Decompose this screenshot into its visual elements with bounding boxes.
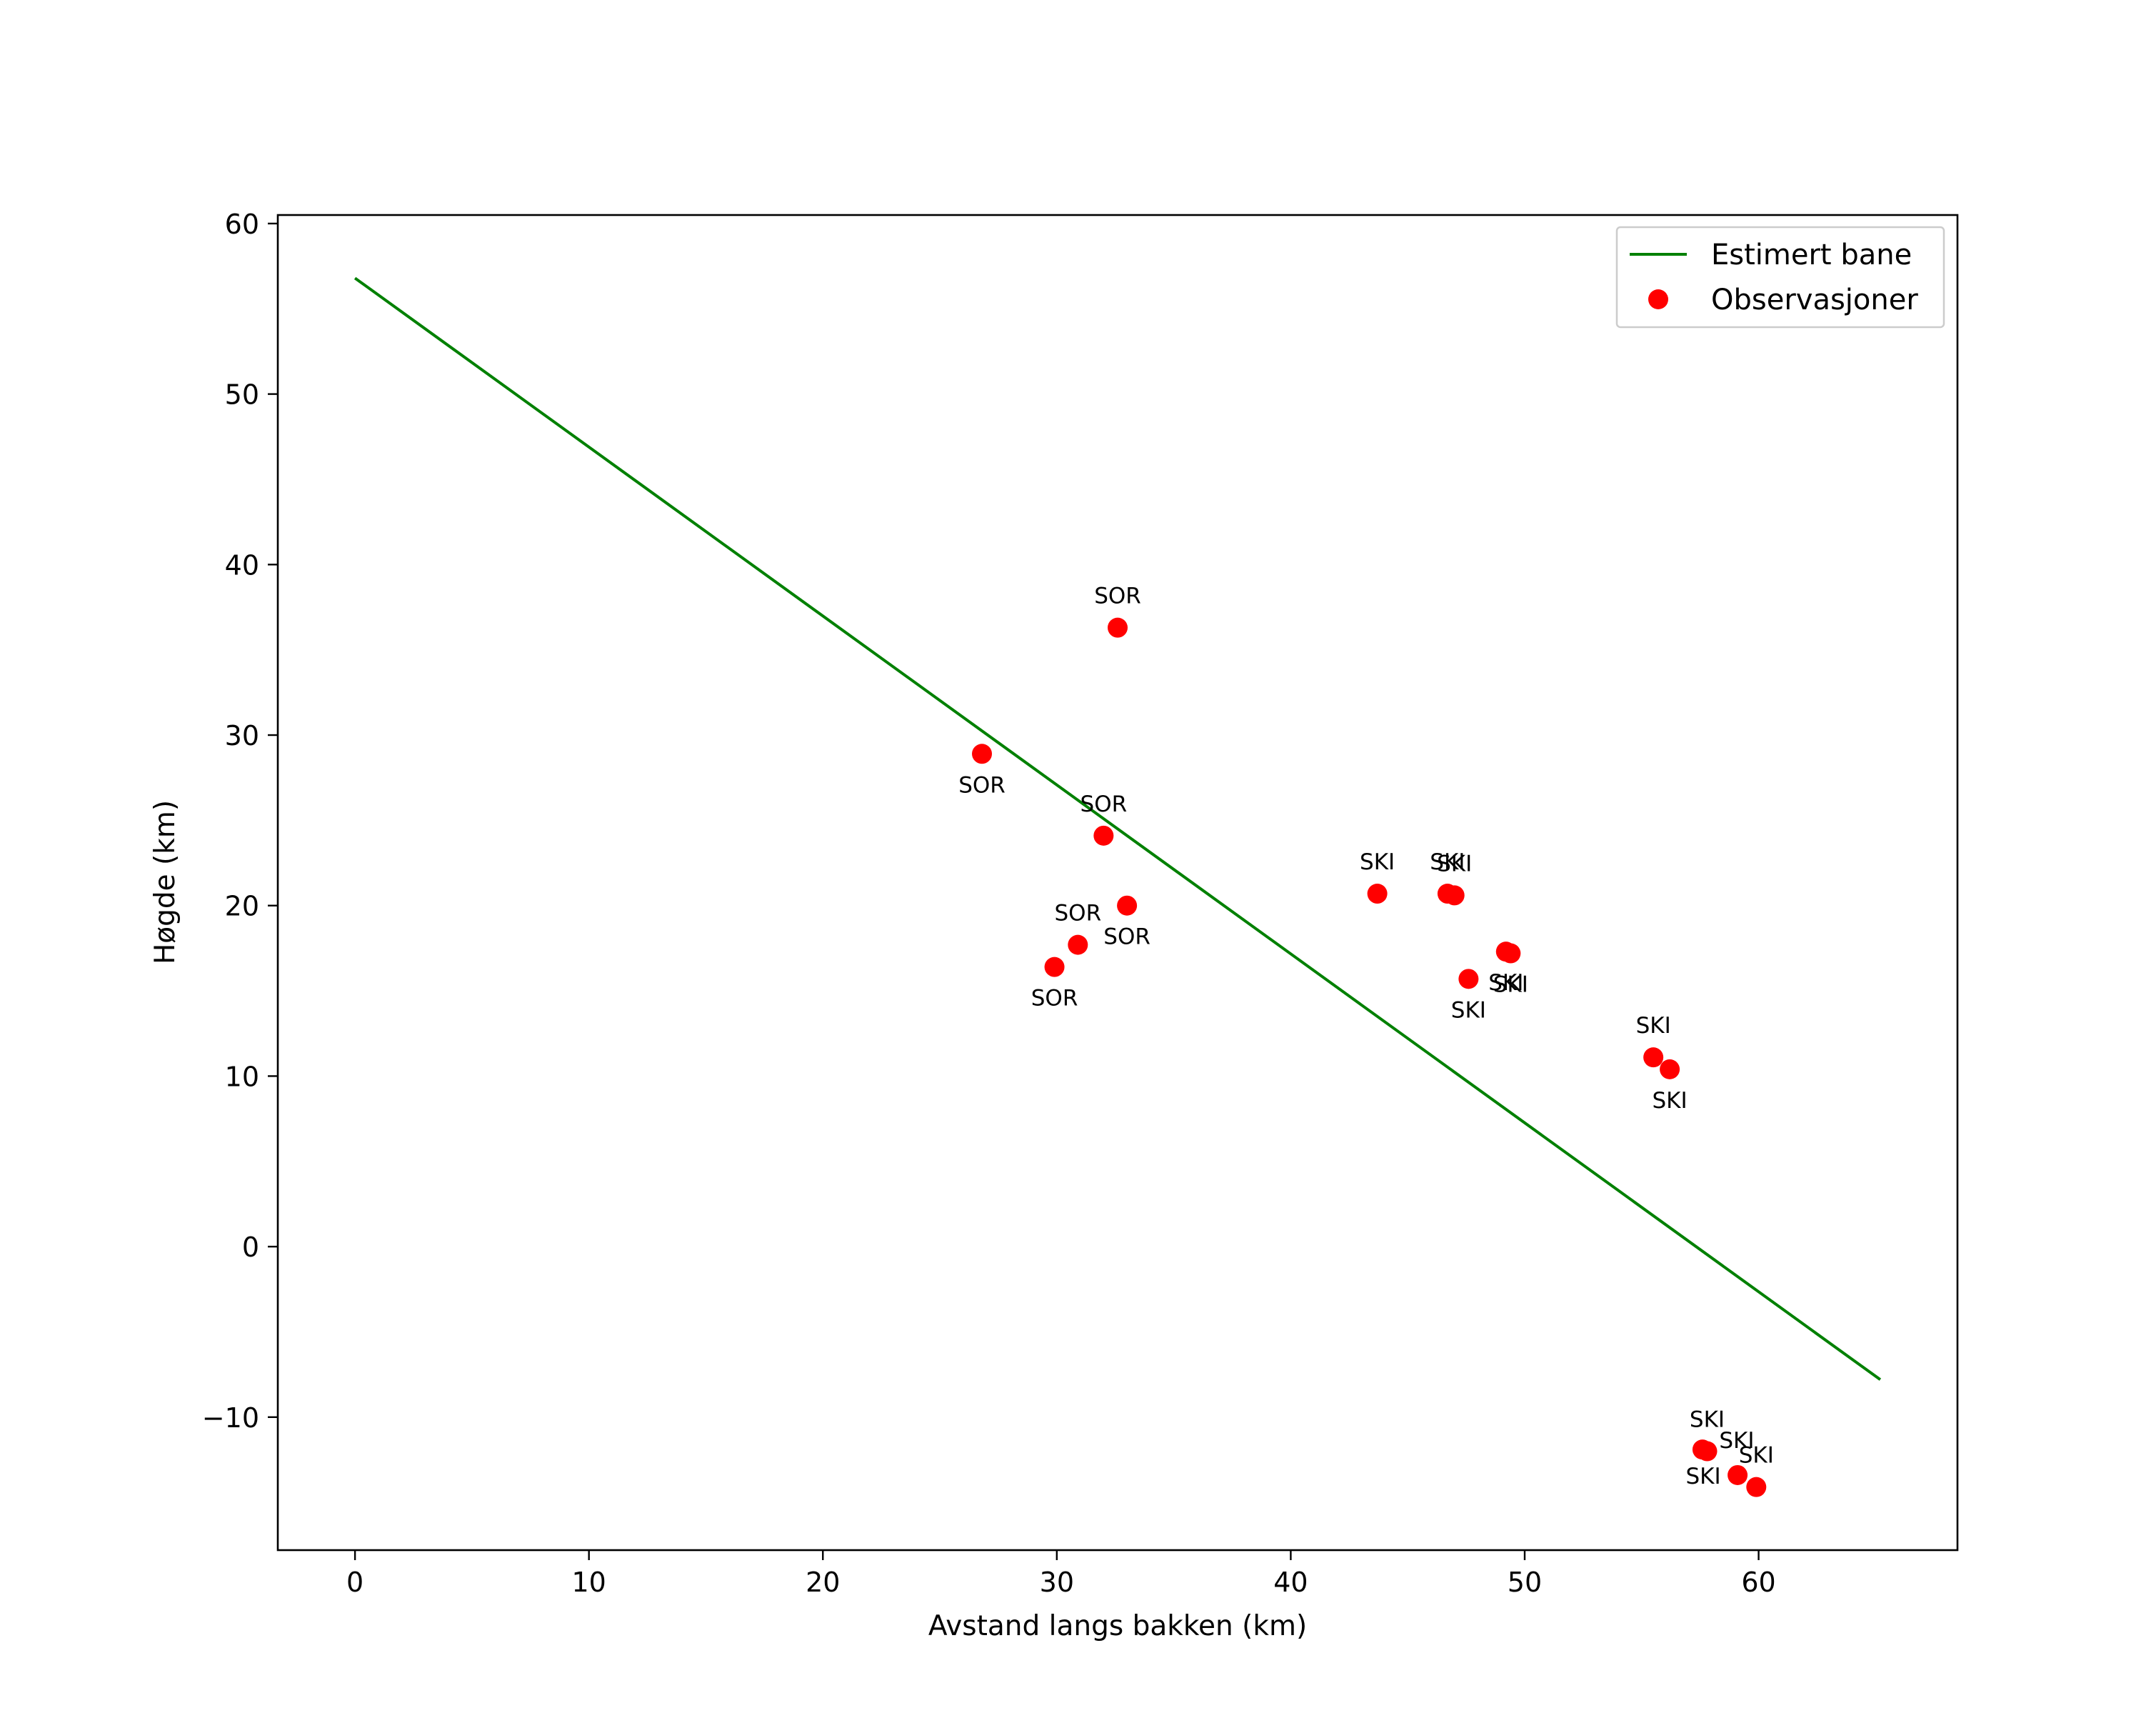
data-point-label: SOR: [1080, 791, 1128, 817]
data-point: [1728, 1464, 1748, 1485]
x-tick-label: 10: [571, 1567, 606, 1598]
plot-frame: [276, 214, 1959, 1552]
line-estimert-bane: [354, 276, 1882, 1381]
data-point: [1697, 1441, 1718, 1462]
data-point-label: SOR: [1094, 584, 1141, 609]
data-point: [1068, 934, 1088, 955]
y-tick-label: 10: [225, 1061, 259, 1092]
data-point-label: SKI: [1690, 1407, 1725, 1433]
data-point-label: SKI: [1636, 1013, 1671, 1039]
data-point: [1093, 825, 1114, 846]
legend-box: [1615, 226, 1945, 329]
data-point: [1367, 884, 1388, 904]
data-point: [1044, 957, 1065, 977]
data-point: [1500, 943, 1521, 964]
axis-layer: 0 10 20 30 40 50 60 −10 0 10 20 30 40 50 60: [202, 209, 1776, 1598]
data-point: [1458, 969, 1479, 989]
data-point-label: SKI: [1360, 849, 1395, 875]
data-point-label: SKI: [1430, 849, 1465, 875]
y-tick-label: −10: [202, 1402, 259, 1434]
y-tick-label: 0: [242, 1232, 259, 1263]
data-point: [1444, 885, 1465, 906]
data-point-label: SKI: [1685, 1464, 1720, 1489]
x-tick-label: 40: [1273, 1567, 1308, 1598]
data-point: [1117, 895, 1138, 916]
data-point-label: SOR: [1054, 901, 1101, 927]
data-point: [1643, 1047, 1664, 1068]
data-point-label: SOR: [1031, 986, 1078, 1012]
data-point-label: SOR: [1103, 924, 1150, 950]
legend-entry-observasjoner: Observasjoner: [1711, 284, 1918, 316]
data-point-label: SKI: [1488, 970, 1523, 996]
y-axis-label: Høgde (km): [149, 800, 181, 964]
data-point-label: SKI: [1653, 1088, 1688, 1114]
x-tick-label: 0: [346, 1567, 363, 1598]
y-tick-label: 30: [225, 720, 259, 751]
x-axis-label: Avstand langs bakken (km): [928, 1610, 1307, 1642]
x-tick-label: 50: [1508, 1567, 1542, 1598]
data-point: [1746, 1477, 1767, 1497]
data-point-label: SKI: [1493, 972, 1528, 998]
legend: Estimert bane Observasjoner: [1615, 226, 1945, 329]
y-tick-label: 20: [225, 891, 259, 922]
legend-marker-swatch: [1648, 289, 1668, 309]
y-tick-label: 50: [225, 379, 259, 411]
data-point: [972, 744, 993, 764]
x-tick-label: 60: [1741, 1567, 1775, 1598]
data-point-label: SKI: [1437, 851, 1472, 877]
data-point-label: SOR: [958, 772, 1006, 798]
data-point: [1108, 617, 1128, 638]
y-tick-label: 60: [225, 209, 259, 240]
x-tick-label: 30: [1040, 1567, 1074, 1598]
data-point: [1660, 1059, 1680, 1079]
y-tick-label: 40: [225, 549, 259, 581]
legend-entry-estimert-bane: Estimert bane: [1711, 239, 1912, 271]
data-point-label: SKI: [1739, 1443, 1774, 1469]
data-point-label: SKI: [1719, 1428, 1754, 1454]
data-point-label: SKI: [1451, 997, 1486, 1023]
x-tick-label: 20: [806, 1567, 840, 1598]
